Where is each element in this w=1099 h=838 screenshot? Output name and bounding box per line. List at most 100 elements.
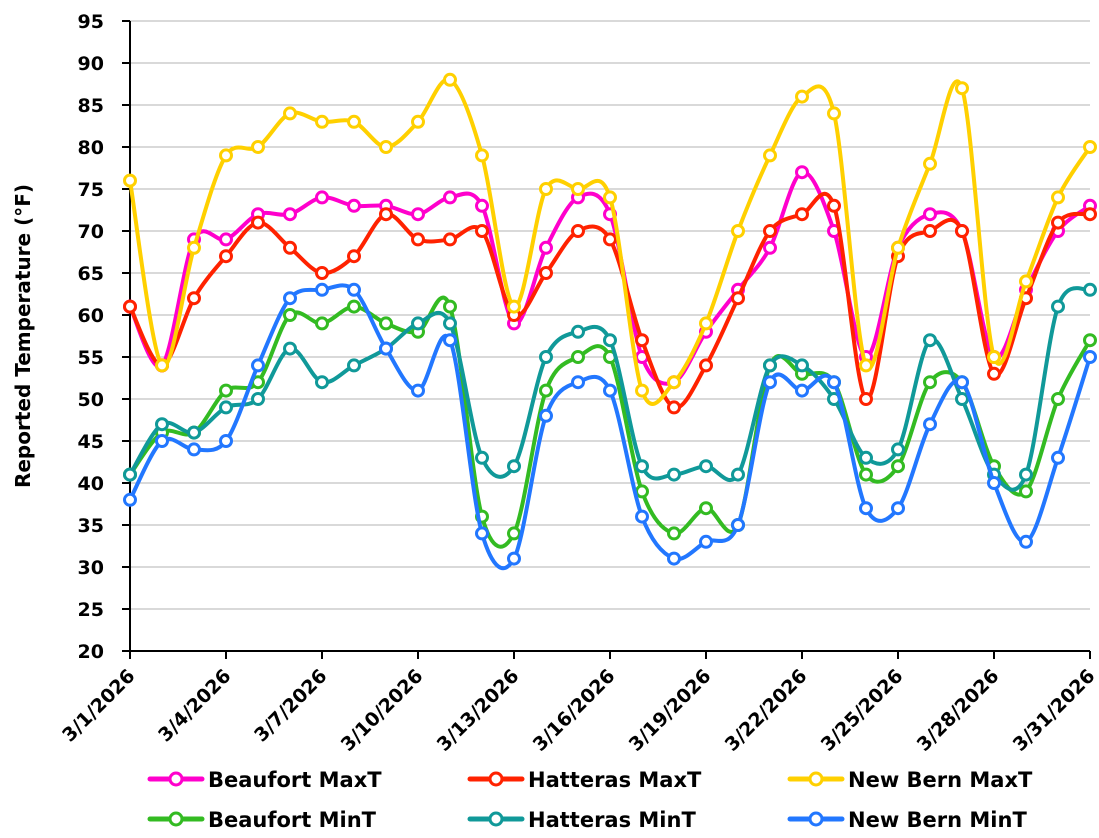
- data-point: [315, 190, 329, 205]
- data-point: [187, 425, 201, 440]
- gridlines: [130, 20, 1090, 610]
- data-point: [507, 551, 521, 566]
- data-point: [923, 156, 937, 171]
- data-point: [827, 375, 841, 390]
- data-point: [635, 509, 649, 524]
- data-point: [891, 459, 905, 474]
- data-point: [603, 232, 617, 247]
- data-point: [475, 198, 489, 213]
- data-point: [1051, 215, 1065, 230]
- data-point: [539, 266, 553, 280]
- data-point: [1051, 299, 1065, 314]
- data-point: [667, 467, 681, 482]
- data-point: [411, 207, 425, 222]
- data-point: [731, 224, 745, 238]
- data-point: [283, 341, 297, 356]
- data-point: [923, 375, 937, 390]
- y-tick-label: 90: [78, 53, 104, 75]
- legend: Beaufort MaxT Hatteras MaxT New Bern MaxT B…: [147, 768, 1033, 832]
- data-point: [475, 224, 489, 238]
- data-point: [123, 173, 137, 188]
- data-point: [283, 240, 297, 255]
- data-point: [571, 182, 585, 196]
- data-point: [219, 383, 233, 398]
- y-tick-label: 85: [78, 95, 104, 117]
- data-point: [443, 232, 457, 247]
- data-point: [891, 442, 905, 457]
- x-tick-label: 3/16/2026: [529, 665, 620, 756]
- data-point: [443, 316, 457, 331]
- data-point: [891, 240, 905, 255]
- y-tick-label: 20: [78, 641, 104, 663]
- data-point: [187, 240, 201, 255]
- legend-label: Hatteras MinT: [528, 808, 696, 832]
- data-point: [1051, 392, 1065, 406]
- data-point: [219, 400, 233, 415]
- data-point: [603, 383, 617, 398]
- data-point: [347, 198, 361, 213]
- data-point: [315, 375, 329, 390]
- data-point: [859, 358, 873, 373]
- data-point: [859, 467, 873, 482]
- data-point: [571, 224, 585, 238]
- data-point: [571, 324, 585, 339]
- data-point: [347, 358, 361, 373]
- data-point: [443, 299, 457, 314]
- data-point: [731, 467, 745, 482]
- data-point: [955, 81, 969, 96]
- y-tick-label: 95: [78, 11, 104, 33]
- data-point: [187, 442, 201, 457]
- data-point: [699, 358, 713, 373]
- data-point: [635, 383, 649, 398]
- data-point: [315, 114, 329, 129]
- data-point: [507, 526, 521, 541]
- y-tick-label: 40: [78, 473, 104, 495]
- y-tick-label: 65: [78, 263, 104, 285]
- data-point: [667, 551, 681, 566]
- data-point: [1019, 534, 1033, 549]
- data-point: [1019, 467, 1033, 482]
- legend-marker: [808, 811, 824, 827]
- data-point: [667, 400, 681, 415]
- data-point: [411, 383, 425, 398]
- data-point: [315, 316, 329, 331]
- y-tick-label: 55: [78, 347, 104, 369]
- data-point: [1083, 333, 1097, 348]
- data-point: [379, 341, 393, 356]
- data-point: [219, 232, 233, 247]
- y-tick-label: 70: [78, 221, 104, 243]
- data-point: [411, 316, 425, 331]
- legend-marker: [168, 811, 184, 827]
- y-axis-ticks: 20 25 30 35 40 45 50 55 60 65 70 75 80 85 90 95: [78, 11, 104, 663]
- data-point: [379, 316, 393, 331]
- data-point: [155, 358, 169, 373]
- data-point: [539, 350, 553, 364]
- data-point: [443, 333, 457, 348]
- data-point: [539, 383, 553, 398]
- legend-label: New Bern MinT: [848, 808, 1027, 832]
- data-point: [699, 316, 713, 331]
- data-point: [155, 434, 169, 448]
- x-tick-label: 3/22/2026: [721, 665, 812, 756]
- data-point: [1083, 207, 1097, 222]
- legend-item-hatteras-maxt: Hatteras MaxT: [467, 768, 702, 792]
- data-point: [283, 308, 297, 322]
- legend-item-new-bern-mint: New Bern MinT: [787, 808, 1027, 832]
- data-point: [1019, 484, 1033, 499]
- data-point: [1051, 450, 1065, 465]
- data-point: [827, 106, 841, 121]
- data-point: [763, 375, 777, 390]
- data-point: [187, 291, 201, 306]
- y-tick-label: 25: [78, 599, 104, 621]
- data-point: [923, 207, 937, 222]
- y-tick-label: 75: [78, 179, 104, 201]
- x-tick-label: 3/19/2026: [625, 665, 716, 756]
- data-point: [443, 190, 457, 205]
- data-point: [635, 333, 649, 348]
- data-point: [347, 114, 361, 129]
- legend-marker: [488, 811, 504, 827]
- x-tick-label: 3/4/2026: [154, 665, 235, 746]
- data-point: [315, 266, 329, 280]
- data-point: [923, 224, 937, 238]
- series-line-new-bern-mint: [128, 283, 1092, 571]
